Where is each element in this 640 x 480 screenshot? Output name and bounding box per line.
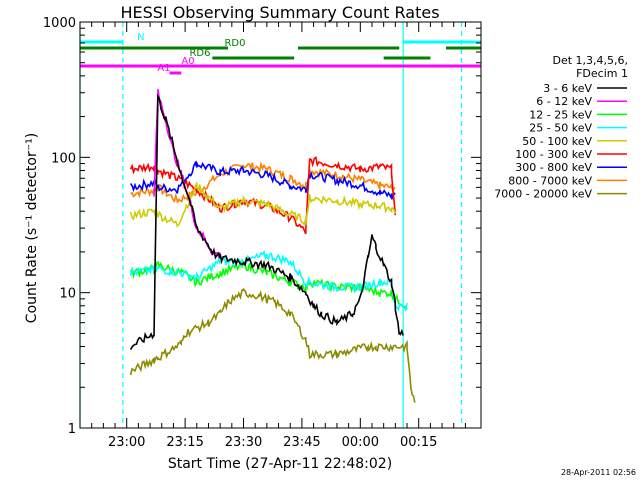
y-tick-label-0: 1 xyxy=(68,422,76,437)
x-axis-label: Start Time (27-Apr-11 22:48:02) xyxy=(168,456,392,472)
legend-entry-label-7: 800 - 7000 keV xyxy=(508,174,592,187)
x-tick-label-3: 23:45 xyxy=(283,435,320,450)
y-tick-label-2: 100 xyxy=(51,151,76,166)
series-line-8 xyxy=(129,287,416,403)
series-line-1 xyxy=(129,160,396,201)
legend-entry-label-4: 50 - 100 keV xyxy=(522,135,592,148)
series-line-2 xyxy=(129,155,397,235)
axes: 1 10 100 1000 23:00 23:15 23:30 23:45 00:00 00:15 xyxy=(43,16,482,450)
plot-frame xyxy=(79,21,482,429)
legend-entry-label-0: 3 - 6 keV xyxy=(543,82,592,95)
timestamp: 28-Apr-2011 02:56 xyxy=(561,468,636,477)
legend-header-line-1: Det 1,3,4,5,6, xyxy=(552,54,628,67)
y-tick-label-3: 1000 xyxy=(43,16,76,31)
x-tick-label-0: 23:00 xyxy=(108,435,145,450)
legend-entry-label-6: 300 - 800 keV xyxy=(515,161,592,174)
legend-entry-label-3: 25 - 50 keV xyxy=(529,122,592,135)
legend-entry-label-2: 12 - 25 keV xyxy=(529,108,592,121)
legend-header-line-2: FDecim 1 xyxy=(576,67,628,80)
x-tick-label-2: 23:30 xyxy=(225,435,262,450)
state-bar-label-0: N xyxy=(137,32,144,43)
legend-entry-label-8: 7000 - 20000 keV xyxy=(494,188,592,201)
state-bar-label-3: RD6 xyxy=(189,48,210,59)
y-tick-label-1: 10 xyxy=(59,287,76,302)
state-bar-label-5: A1 xyxy=(157,63,170,74)
x-tick-label-4: 00:00 xyxy=(342,435,379,450)
x-tick-label-1: 23:15 xyxy=(166,435,203,450)
y-axis-label: Count Rate (s⁻¹ detector⁻¹) xyxy=(24,133,40,323)
series-line-7 xyxy=(129,93,404,350)
series-line-3 xyxy=(129,182,397,228)
legend-entry-label-5: 100 - 300 keV xyxy=(515,148,592,161)
x-tick-label-5: 00:15 xyxy=(400,435,437,450)
series-line-0 xyxy=(130,160,396,204)
state-bar-label-2: RD0 xyxy=(224,38,245,49)
series-layer xyxy=(129,88,416,403)
series-line-5 xyxy=(129,249,408,312)
legend-entry-label-1: 6 - 12 keV xyxy=(536,95,592,108)
state-bar-label-4: A0 xyxy=(181,56,194,67)
chart-title: HESSI Observing Summary Count Rates xyxy=(120,3,439,22)
